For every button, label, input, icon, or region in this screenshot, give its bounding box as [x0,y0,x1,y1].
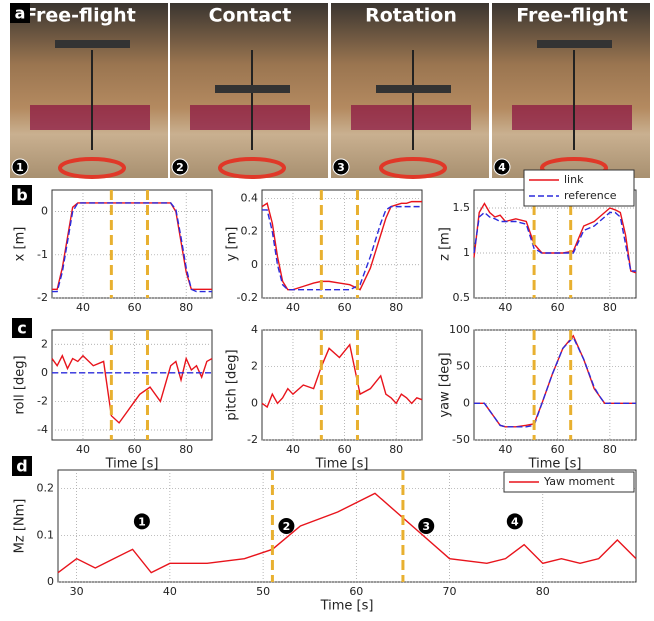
y-tick-label: 50 [456,360,470,373]
y-tick-label: 0 [41,205,48,218]
y-tick-label: 100 [449,323,470,336]
y-tick-label: 2 [251,360,258,373]
y-axis-label: z [m] [438,227,453,261]
x-tick-label: 80 [389,443,403,456]
mat [30,105,150,130]
x-tick-label: 70 [443,585,457,598]
panel-letter: b [16,186,27,205]
x-axis-label: Time [s] [528,457,582,472]
y-tick-label: -2 [37,394,48,407]
plot-area [52,330,212,440]
y-tick-label: -50 [452,433,470,446]
drone [55,40,130,48]
y-tick-label: 0 [251,258,258,271]
y-tick-label: -2 [37,291,48,304]
legend-label: Yaw moment [543,475,615,488]
y-axis-label: y [m] [225,227,240,262]
figure: Free-flight 1 Contact 2 Rotation 3 Free-flight… [0,0,654,621]
mat [351,105,471,130]
annotation: 4 [511,515,519,528]
photo-number: 1 [16,161,24,174]
photo-title: Contact [209,5,292,27]
x-tick-label: 60 [128,443,142,456]
x-tick-label: 40 [163,585,177,598]
x-axis-label: Time [s] [105,457,159,472]
photo-number: 3 [337,161,345,174]
y-tick-label: 0.2 [37,482,55,495]
photo [492,3,650,178]
y-tick-label: -4 [37,423,48,436]
x-tick-label: 80 [536,585,550,598]
panel-letter: a [15,4,26,23]
y-axis-label: yaw [deg] [438,352,453,417]
x-tick-label: 50 [256,585,270,598]
y-tick-label: -2 [247,433,258,446]
panel-letter: d [16,457,27,476]
x-tick-label: 60 [551,301,565,314]
x-tick-label: 60 [128,301,142,314]
legend-label: reference [564,189,617,202]
drone [537,40,612,48]
x-tick-label: 40 [76,443,90,456]
x-axis-label: Time [s] [315,457,369,472]
x-tick-label: 40 [286,301,300,314]
photo [10,3,168,178]
y-axis-label: Mz [Nm] [13,499,28,554]
y-tick-label: 0.5 [453,291,471,304]
annotation: 1 [138,515,146,528]
x-tick-label: 80 [179,443,193,456]
panel-letter: c [17,319,26,338]
y-tick-label: 1.5 [453,201,471,214]
photo-number: 4 [498,161,506,174]
y-tick-label: 0 [47,575,54,588]
y-tick-label: 1 [463,246,470,259]
drone [215,85,290,93]
y-axis-label: pitch [deg] [225,349,240,420]
x-tick-label: 80 [603,443,617,456]
plot-area [262,330,422,440]
y-tick-label: 0.1 [37,528,55,541]
photo-title: Free-flight [516,5,628,27]
x-tick-label: 40 [286,443,300,456]
mat [512,105,632,130]
x-tick-label: 60 [338,443,352,456]
annotation: 3 [422,520,430,533]
y-tick-label: 0 [41,366,48,379]
y-tick-label: 2 [41,337,48,350]
x-axis-label: Time [s] [320,599,374,614]
x-tick-label: 80 [603,301,617,314]
x-tick-label: 60 [338,301,352,314]
y-tick-label: 0 [463,396,470,409]
photo-title: Rotation [365,5,457,27]
x-tick-label: 40 [76,301,90,314]
x-tick-label: 40 [498,301,512,314]
drone [376,85,451,93]
y-tick-label: -1 [37,248,48,261]
annotation: 2 [283,520,291,533]
mat [190,105,310,130]
legend-label: link [564,173,584,186]
y-tick-label: 4 [251,323,258,336]
y-axis-label: roll [deg] [13,355,28,414]
x-tick-label: 80 [389,301,403,314]
x-tick-label: 80 [179,301,193,314]
x-tick-label: 60 [349,585,363,598]
x-tick-label: 30 [70,585,84,598]
photo-title: Free-flight [24,5,136,27]
x-tick-label: 60 [551,443,565,456]
photo-number: 2 [176,161,184,174]
y-tick-label: 0 [251,396,258,409]
y-tick-label: -0.2 [237,291,258,304]
y-axis-label: x [m] [13,227,28,262]
x-tick-label: 40 [498,443,512,456]
y-tick-label: 0.2 [241,225,259,238]
y-tick-label: 0.4 [241,191,259,204]
